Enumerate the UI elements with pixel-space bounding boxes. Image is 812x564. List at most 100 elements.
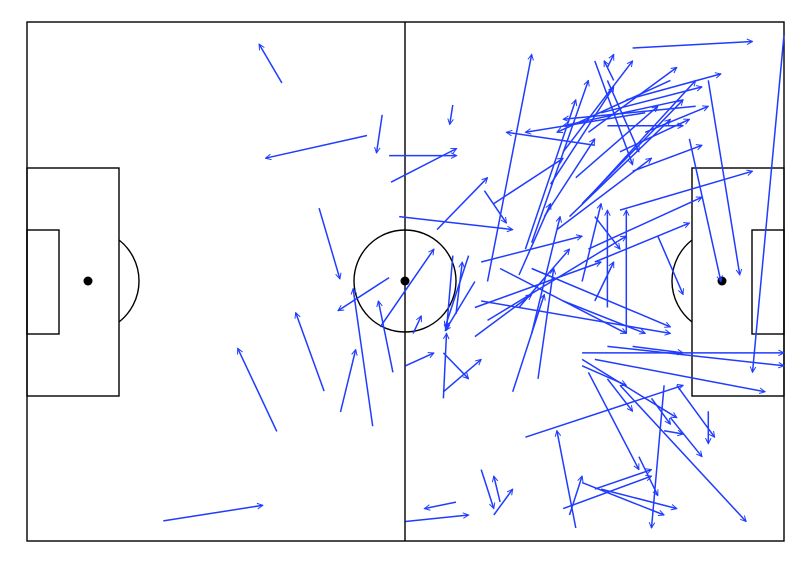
pass-arrow: [525, 112, 646, 133]
pass-arrow: [619, 171, 753, 211]
pass-arrow: [557, 431, 577, 529]
pass-arrow: [603, 61, 615, 81]
pass-arrow: [707, 80, 740, 275]
pass-arrow: [594, 80, 696, 192]
pass-arrow: [483, 190, 508, 223]
right-penalty-area: [691, 167, 785, 397]
pass-arrow: [543, 139, 596, 218]
pass-arrow: [669, 417, 702, 457]
pass-arrow: [494, 476, 501, 503]
pass-arrow: [493, 157, 563, 205]
pass-arrow: [338, 276, 390, 312]
pass-arrow: [445, 255, 470, 327]
pass-arrow: [318, 207, 340, 279]
pass-arrow: [444, 281, 476, 331]
pass-arrow: [405, 353, 434, 367]
pass-arrow: [606, 378, 632, 412]
pass-arrow: [581, 204, 601, 282]
pass-arrow: [480, 469, 494, 509]
left-goal-area: [26, 229, 60, 335]
pass-arrow: [632, 345, 684, 353]
pass-arrow: [442, 352, 468, 379]
pass-arrow: [390, 147, 457, 183]
pass-arrow: [266, 134, 368, 159]
pass-arrow: [657, 235, 683, 294]
pass-arrow: [424, 501, 457, 509]
pass-arrow: [594, 223, 690, 263]
left-penalty-area: [26, 167, 120, 397]
pass-arrow: [594, 470, 652, 490]
pass-arrow: [450, 104, 453, 125]
center-spot: [400, 276, 410, 286]
pass-arrow: [412, 316, 422, 334]
pass-arrows: [163, 34, 785, 529]
pass-arrow: [549, 87, 615, 185]
pass-arrow: [663, 431, 683, 434]
pass-arrow: [632, 145, 702, 172]
pass-arrow: [652, 385, 665, 528]
pass-arrow: [563, 105, 696, 119]
pass-arrow: [568, 476, 583, 516]
pass-arrow: [436, 178, 488, 231]
pass-arrow: [163, 505, 263, 522]
pass-arrow: [524, 100, 575, 250]
pass-arrow: [442, 359, 481, 393]
pass-arrow: [481, 236, 582, 263]
pass-arrow: [530, 80, 589, 243]
left-penalty-spot: [83, 276, 93, 286]
pass-arrow: [562, 61, 632, 153]
pass-arrow: [594, 60, 633, 165]
pass-arrow: [600, 488, 677, 509]
pass-arrow: [753, 34, 785, 372]
pass-arrow: [518, 249, 570, 308]
pass-arrow: [562, 300, 645, 333]
pass-arrow: [525, 385, 683, 438]
center-circle: [353, 229, 457, 333]
pass-arrow: [619, 384, 746, 521]
pass-arrow: [594, 358, 765, 391]
pass-arrow: [606, 80, 639, 151]
pass-arrow: [486, 54, 532, 282]
pass-arrow: [600, 87, 702, 114]
pass-arrow: [537, 269, 554, 379]
pass-arrow: [499, 267, 626, 335]
pass-arrow: [339, 350, 356, 413]
pass-arrow: [405, 515, 469, 523]
pass-arrow: [506, 132, 595, 147]
right-penalty-spot: [717, 276, 727, 286]
pitch: [26, 21, 785, 542]
pass-arrow: [626, 74, 721, 101]
right-goal-area: [751, 229, 785, 335]
pass-arrow: [531, 267, 671, 327]
pass-arrow: [644, 106, 708, 133]
pass-arrow: [638, 456, 659, 496]
pass-arrow: [587, 371, 640, 469]
pass-arrow: [594, 262, 615, 302]
pass-arrow: [296, 313, 325, 392]
pass-arrow: [650, 397, 671, 424]
pass-arrow: [237, 348, 278, 432]
pass-arrow: [399, 215, 513, 230]
pass-arrow: [606, 54, 615, 68]
pass-arrow: [581, 358, 677, 419]
pass-arrow: [587, 67, 676, 133]
pass-arrow: [575, 106, 658, 179]
pass-arrow: [379, 249, 434, 328]
pass-arrow: [378, 301, 394, 373]
pass-arrow: [455, 262, 462, 314]
pass-arrow: [258, 44, 283, 84]
pass-arrow: [619, 118, 689, 153]
left-penalty-arc: [118, 239, 140, 323]
pass-arrow: [474, 295, 532, 338]
pass-arrow: [377, 114, 383, 153]
pass-arrow: [688, 138, 721, 282]
pass-arrow: [581, 481, 664, 515]
pass-arrow: [353, 289, 374, 427]
pass-arrow: [607, 345, 784, 365]
pass-arrow: [442, 333, 446, 399]
pass-arrow: [481, 300, 670, 333]
pass-arrow: [493, 489, 513, 516]
right-penalty-arc: [671, 239, 693, 323]
pass-arrow: [632, 42, 753, 49]
